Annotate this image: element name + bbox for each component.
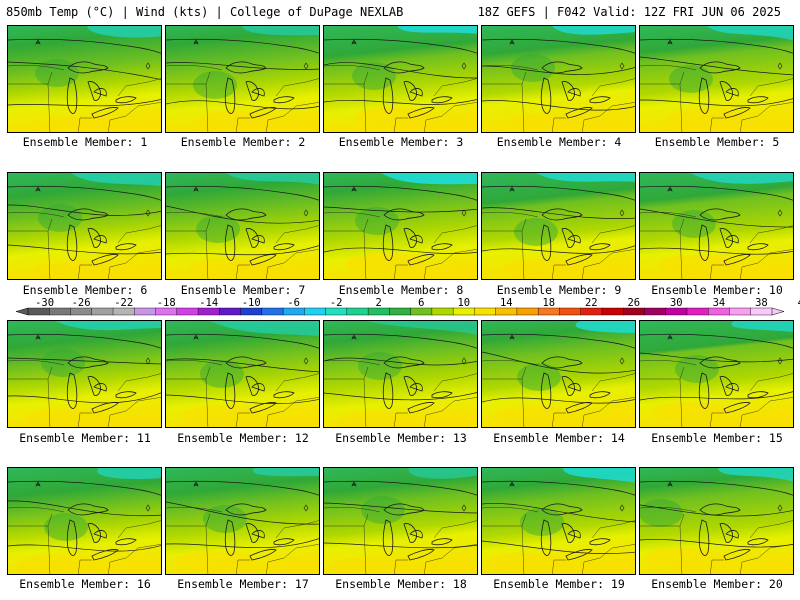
ensemble-member-map <box>481 320 636 428</box>
colorbar-tick-label: -14 <box>199 297 219 309</box>
colorbar-swatch <box>219 307 242 316</box>
ensemble-member-map <box>7 320 162 428</box>
member-label: Ensemble Member: 4 <box>496 135 622 149</box>
ensemble-member-map <box>323 25 478 133</box>
colorbar-tick-label: 6 <box>418 297 425 309</box>
colorbar-tick-label: -18 <box>156 297 176 309</box>
colorbar-swatch <box>367 307 390 316</box>
colorbar-swatch <box>537 307 560 316</box>
colorbar-swatch <box>49 307 72 316</box>
colorbar-tick-label: 14 <box>499 297 513 309</box>
member-label: Ensemble Member: 20 <box>651 577 783 591</box>
colorbar-swatch <box>686 307 709 316</box>
colorbar-tick-label: 38 <box>755 297 768 309</box>
colorbar-tick-label: 26 <box>627 297 641 309</box>
member-label: Ensemble Member: 5 <box>654 135 780 149</box>
map-title: 850mb Temp (°C) | Wind (kts) | College o… <box>6 5 404 19</box>
colorbar-tick-label: 2 <box>375 297 382 309</box>
colorbar-tick-label: 42 <box>798 297 800 309</box>
colorbar-swatch <box>750 307 773 316</box>
colorbar-swatch <box>176 307 199 316</box>
colorbar-swatch <box>346 307 369 316</box>
ensemble-member-map <box>323 320 478 428</box>
member-label: Ensemble Member: 3 <box>338 135 464 149</box>
member-label: Ensemble Member: 10 <box>651 283 783 297</box>
colorbar-swatch <box>261 307 284 316</box>
member-label: Ensemble Member: 15 <box>651 431 783 445</box>
member-label: Ensemble Member: 8 <box>338 283 464 297</box>
colorbar-tick-label: -6 <box>287 297 301 309</box>
ensemble-member-map <box>165 172 320 280</box>
ensemble-member-map <box>165 320 320 428</box>
colorbar-tick-label: 18 <box>542 297 556 309</box>
colorbar-swatch <box>70 307 93 316</box>
member-label: Ensemble Member: 12 <box>177 431 309 445</box>
colorbar-swatch <box>601 307 624 316</box>
member-label: Ensemble Member: 19 <box>493 577 625 591</box>
colorbar-tick-label: -2 <box>329 297 343 309</box>
colorbar-swatch <box>282 307 305 316</box>
colorbar-swatch <box>325 307 348 316</box>
member-label: Ensemble Member: 1 <box>22 135 148 149</box>
colorbar-tick-label: -22 <box>114 297 134 309</box>
member-label: Ensemble Member: 13 <box>335 431 467 445</box>
colorbar-swatch <box>112 307 135 316</box>
ensemble-member-map <box>481 25 636 133</box>
member-label: Ensemble Member: 2 <box>180 135 306 149</box>
member-label: Ensemble Member: 6 <box>22 283 148 297</box>
member-label: Ensemble Member: 14 <box>493 431 625 445</box>
colorbar-swatch <box>27 307 50 316</box>
ensemble-member-map <box>639 172 794 280</box>
ensemble-member-map <box>165 25 320 133</box>
colorbar-swatch <box>474 307 497 316</box>
colorbar-swatch <box>431 307 454 316</box>
colorbar-swatch <box>516 307 539 316</box>
colorbar-swatch <box>580 307 603 316</box>
ensemble-member-map <box>639 320 794 428</box>
ensemble-member-map <box>7 467 162 575</box>
ensemble-member-map <box>7 172 162 280</box>
colorbar-swatch <box>665 307 688 316</box>
colorbar-tick-label: -10 <box>241 297 261 309</box>
colorbar-tick-label: 34 <box>712 297 726 309</box>
colorbar-swatch <box>623 307 645 316</box>
colorbar-tick-label: 22 <box>584 297 598 309</box>
member-label: Ensemble Member: 11 <box>19 431 151 445</box>
ensemble-member-map <box>481 172 636 280</box>
ensemble-member-map <box>165 467 320 575</box>
member-label: Ensemble Member: 17 <box>177 577 309 591</box>
ensemble-member-map <box>481 467 636 575</box>
ensemble-member-map <box>639 25 794 133</box>
ensemble-member-map <box>323 467 478 575</box>
colorbar-extend-arrow <box>771 307 785 316</box>
ensemble-member-map <box>323 172 478 280</box>
colorbar-swatch <box>410 307 433 316</box>
member-label: Ensemble Member: 9 <box>496 283 622 297</box>
colorbar-swatch <box>559 307 582 316</box>
model-run-info: 18Z GEFS | F042 Valid: 12Z FRI JUN 06 20… <box>477 5 781 19</box>
colorbar-swatch <box>644 307 667 316</box>
member-label: Ensemble Member: 7 <box>180 283 306 297</box>
member-label: Ensemble Member: 16 <box>19 577 151 591</box>
colorbar-extend-arrow <box>15 307 29 316</box>
colorbar-swatch <box>495 307 518 316</box>
colorbar-swatch <box>708 307 730 316</box>
colorbar-tick-label: -30 <box>35 297 55 309</box>
colorbar-swatch <box>240 307 263 316</box>
colorbar-tick-label: 30 <box>669 297 683 309</box>
colorbar-tick-label: -26 <box>71 297 91 309</box>
colorbar-swatch <box>389 307 412 316</box>
colorbar-swatch <box>134 307 157 316</box>
colorbar-swatch <box>197 307 220 316</box>
temperature-colorbar <box>15 307 785 316</box>
colorbar-swatch <box>452 307 475 316</box>
member-label: Ensemble Member: 18 <box>335 577 467 591</box>
colorbar-swatch <box>155 307 178 316</box>
ensemble-member-map <box>7 25 162 133</box>
colorbar-swatch <box>304 307 327 316</box>
colorbar-tick-label: 10 <box>457 297 471 309</box>
ensemble-member-map <box>639 467 794 575</box>
colorbar-swatch <box>91 307 114 316</box>
colorbar-swatch <box>729 307 752 316</box>
